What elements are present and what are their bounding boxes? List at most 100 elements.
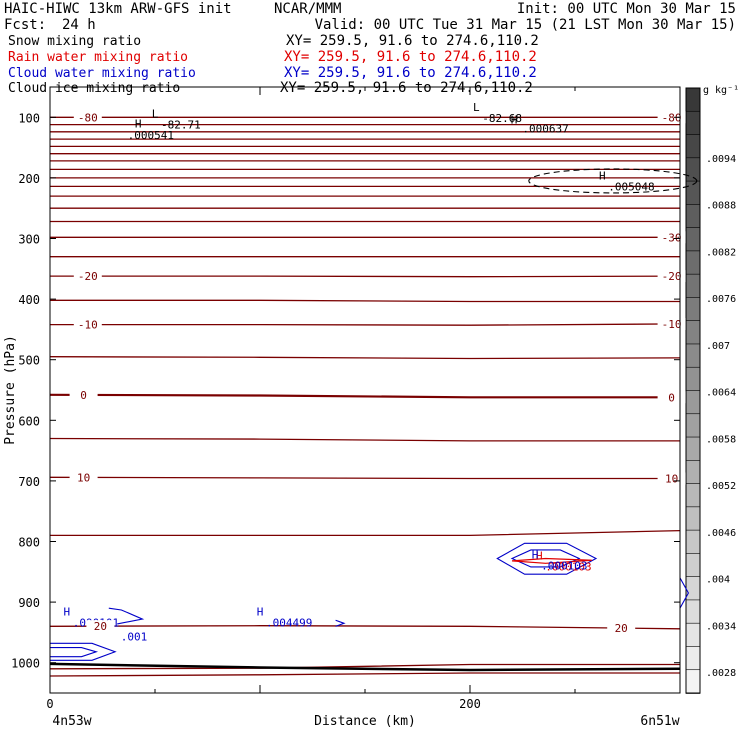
colorbar-segment — [685, 250, 701, 275]
temperature-contour-line — [50, 323, 681, 326]
org-label: NCAR/MMM — [274, 1, 342, 17]
colorbar-segment — [685, 506, 701, 531]
colorbar-unit: g kg⁻¹ — [703, 85, 739, 96]
rain-water-contour — [511, 557, 592, 564]
cloud-water-contour — [50, 642, 117, 661]
contour-label-bg — [657, 111, 686, 124]
contour-label: -20 — [662, 270, 682, 283]
snow-extremum-symbol: H — [135, 118, 142, 131]
colorbar-frame — [685, 87, 701, 694]
colorbar-segment — [685, 110, 701, 136]
contour-label: 10 — [665, 472, 678, 485]
cloud-water-extremum-value: .004499 — [266, 616, 312, 629]
colorbar-segment — [685, 273, 701, 299]
temperature-contour-line — [49, 393, 680, 399]
contour-label: 20 — [94, 620, 107, 633]
contour-label: 20 — [615, 622, 628, 635]
fcst-label: Fcst: — [4, 17, 47, 33]
colorbar-tick-label: .0076 — [706, 294, 736, 305]
colorbar-tick-label: .0064 — [706, 388, 736, 399]
fcst-value: 24 h — [62, 17, 96, 33]
init-time: Init: 00 UTC Mon 30 Mar 15 — [516, 1, 736, 17]
temperature-contour-line — [49, 356, 681, 360]
snow-extremum-value: -82.71 — [161, 118, 201, 131]
y-tick-label: 500 — [18, 354, 40, 368]
colorbar-tick-label: .0088 — [706, 201, 736, 212]
field-xy-rain: XY= 259.5, 91.6 to 274.6,110.2 — [284, 49, 537, 65]
contour-labels: -80 -80 -30 -20 -20 -10 -10 0 0 10 10 20 20 — [69, 111, 686, 635]
ground-line — [49, 662, 681, 672]
colorbar-segment — [685, 436, 701, 462]
temperature-contour-line — [49, 437, 680, 442]
colorbar-segment — [685, 483, 701, 508]
colorbar-segment — [685, 460, 701, 485]
contour-label-bg — [86, 620, 115, 633]
valid-time: Valid: 00 UTC Tue 31 Mar 15 (21 LST Mon … — [314, 17, 736, 33]
y-tick-label: 600 — [18, 414, 40, 428]
x-end-label-left: 4n53w — [52, 714, 91, 729]
snow-extremum-symbol: L — [473, 101, 480, 114]
contour-label: 10 — [77, 471, 90, 484]
colorbar-segment — [685, 390, 701, 415]
colorbar-segment — [685, 227, 701, 252]
x-tick-label: 0 — [46, 697, 53, 711]
colorbar-segment — [685, 343, 701, 369]
cloud-water-extremum-value: .000103 — [541, 559, 587, 572]
colorbar-segment — [685, 622, 701, 648]
colorbar-segment — [685, 529, 701, 555]
contour-label: 0 — [668, 391, 675, 404]
colorbar-segment — [685, 204, 701, 229]
field-xy-cloud-ice: XY= 259.5, 91.6 to 274.6,110.2 — [280, 80, 533, 96]
y-tick-label: 300 — [18, 233, 40, 247]
colorbar-tick-label: .0082 — [706, 247, 736, 258]
contour-label: -10 — [662, 318, 682, 331]
contour-label-bg — [73, 270, 102, 283]
colorbar-segment — [685, 553, 701, 578]
cloud-water-contour — [496, 542, 598, 575]
snow-extremum-symbol: H — [599, 170, 606, 183]
contour-label: -10 — [78, 319, 98, 332]
contour-label-bg — [657, 270, 686, 283]
y-tick-label: 900 — [18, 596, 40, 610]
contour-label-bg — [657, 317, 686, 330]
cloud-water-contour — [335, 619, 346, 627]
colorbar-tick-label: .0028 — [706, 668, 736, 679]
cloud-water-extremum-value: .001 — [121, 630, 148, 643]
contour-label: -20 — [78, 270, 98, 283]
field-xy-snow: XY= 259.5, 91.6 to 274.6,110.2 — [286, 33, 539, 49]
y-tick-label: 800 — [18, 536, 40, 550]
colorbar-tick-label: .0094 — [706, 154, 736, 165]
y-tick-label: 100 — [18, 111, 40, 125]
temperature-contour-line — [50, 299, 680, 303]
field-name-cloud-ice: Cloud ice mixing ratio — [8, 81, 181, 96]
contour-label-bg — [69, 388, 98, 401]
cloud-water-contour — [679, 577, 690, 609]
colorbar-segment — [685, 669, 701, 694]
contour-label-bg — [657, 472, 686, 485]
colorbar-segment — [685, 297, 701, 322]
colorbar-segment — [685, 134, 701, 159]
y-tick-label: 400 — [18, 293, 40, 307]
x-tick-label: 200 — [459, 697, 481, 711]
temperature-contour-line — [49, 663, 680, 670]
field-name-cloud-water: Cloud water mixing ratio — [8, 66, 196, 81]
rain-extremum-symbol: H — [536, 550, 543, 563]
contour-label: -80 — [78, 111, 98, 124]
moisture-features: L-82.71H.000541L-82.68H.000637H.005048H.… — [49, 101, 698, 672]
temperature-contour-line — [49, 625, 681, 630]
cloud-water-contour — [50, 647, 99, 658]
y-tick-label: 1000 — [11, 657, 40, 671]
snow-extremum-value: .000541 — [128, 129, 174, 142]
contour-label-bg — [657, 231, 686, 244]
x-end-label-right: 6n51w — [640, 714, 679, 729]
colorbar-segment — [685, 599, 701, 624]
cloud-water-contour — [108, 607, 145, 625]
contour-label: -30 — [662, 231, 682, 244]
cloud-water-extremum-symbol: H — [257, 605, 264, 618]
colorbar-tick-label: .0034 — [706, 621, 736, 632]
temperature-contours — [49, 116, 681, 677]
colorbar-segment — [685, 413, 701, 438]
snow-extremum-value: .000637 — [522, 122, 568, 135]
y-tick-label: 700 — [18, 475, 40, 489]
